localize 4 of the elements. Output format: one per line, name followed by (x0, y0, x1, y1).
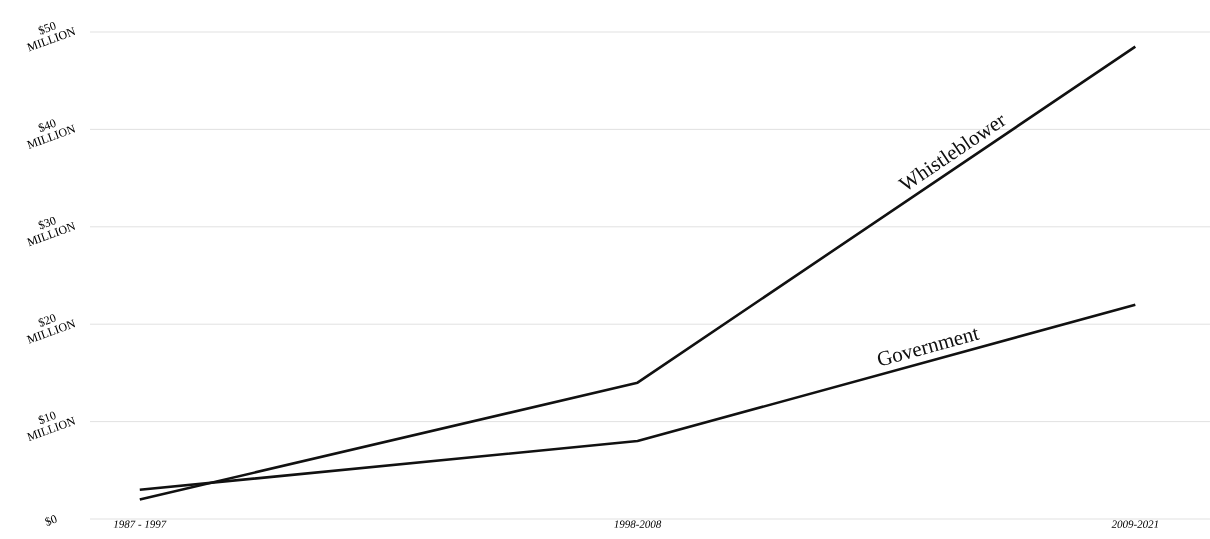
x-tick-label: 1987 - 1997 (113, 520, 167, 528)
x-tick-label: 1998-2008 (614, 520, 662, 528)
x-tick-label: 2009-2021 (1111, 520, 1158, 528)
y-tick-label: $0 (45, 515, 57, 526)
